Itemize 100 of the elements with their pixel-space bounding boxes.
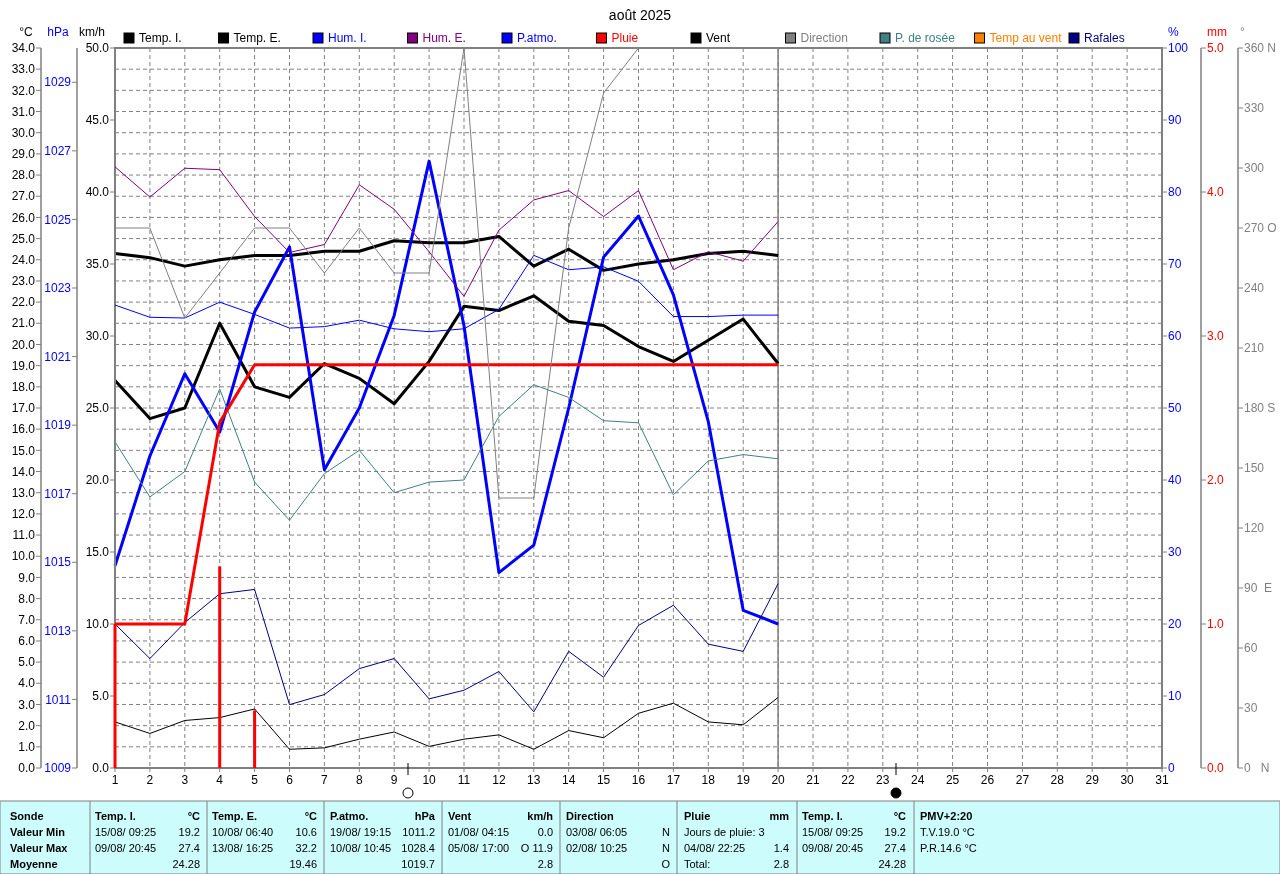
text: N [662,826,671,838]
y2-tick-label: 1019 [44,418,72,433]
x-tick-label: 3 [181,773,189,787]
y3-tick-label: 45.0 [85,113,110,128]
y3-tick-label: 0 N [1244,761,1270,776]
text: 13/08/ 16:25 [212,842,274,854]
y-tick-label: 10 [1168,689,1182,704]
text: PMV+2:20 [920,810,973,822]
y3-tick-label: 330 [1244,101,1265,116]
text: Vent [448,810,472,822]
y-tick-label: 18.0 [11,380,36,395]
y3-tick-label: 240 [1244,281,1265,296]
line-series [113,234,780,272]
text: 01/08/ 04:15 [448,826,510,838]
y3-tick-label: 90 E [1244,581,1273,596]
y3-tick-label: 270 O [1244,221,1277,236]
y2-tick-label: 1015 [44,555,72,570]
y-axis-title: °C [19,25,34,39]
x-tick-label: 15 [596,773,611,787]
text: 09/08/ 20:45 [95,842,157,854]
text: °C [304,810,318,822]
text: 04/08/ 22:25 [684,842,746,854]
x-tick-label: 27 [1015,773,1030,787]
y-tick-label: 70 [1168,257,1182,272]
y2-tick-label: 1025 [44,212,72,227]
y-axis-title: % [1168,25,1179,39]
x-tick-label: 26 [980,773,995,787]
line-series [113,294,780,421]
line-series [114,583,779,713]
text: 1019.7 [401,858,435,870]
text: °C [893,810,907,822]
y-tick-label: 100 [1168,41,1189,56]
y2-tick-label: 1023 [44,281,72,296]
text: Pluie [684,810,711,822]
y-tick-label: 32.0 [11,83,36,98]
y-tick-label: 50 [1168,401,1182,416]
y-tick-label: 22.0 [11,295,36,310]
y3-tick-label: 120 [1244,521,1265,536]
y-tick-label: 30 [1168,545,1182,560]
text: Moyenne [10,858,58,870]
x-tick-label: 6 [286,773,294,787]
y-tick-label: 31.0 [11,104,36,119]
text: 1.4 [773,842,789,854]
y-tick-label: 28.0 [11,168,36,183]
x-tick-label: 14 [562,773,576,787]
x-tick-label: 20 [771,773,786,787]
y3-tick-label: 10.0 [85,617,110,632]
text: O 11.9 [520,842,553,854]
y3-tick-label: 300 [1244,161,1265,176]
y-tick-label: 15.0 [11,443,36,458]
y-tick-label: 8.0 [18,591,36,606]
y3-tick-label: 40.0 [85,185,110,200]
line-series [114,166,779,297]
x-tick-label: 30 [1120,773,1135,787]
legend-label: Direction [800,31,848,45]
y-tick-label: 26.0 [11,210,36,225]
x-tick-label: 4 [216,773,224,787]
y2-tick-label: 0.0 [1207,761,1225,776]
y3-tick-label: 360 N [1244,41,1277,56]
text: 02/08/ 10:25 [566,842,628,854]
text: Temp. I. [802,810,843,822]
y-tick-label: 23.0 [11,274,36,289]
text: 03/08/ 06:05 [566,826,628,838]
y3-tick-label: 50.0 [85,41,110,56]
line-series [114,384,779,521]
y3-tick-label: 60 [1244,641,1258,656]
x-tick-label: 13 [527,773,541,787]
y-tick-label: 16.0 [11,422,36,437]
y2-tick-label: 1029 [44,75,72,90]
y-tick-label: 20 [1168,617,1182,632]
y2-tick-label: 2.0 [1207,473,1225,488]
y2-tick-label: 3.0 [1207,329,1225,344]
text: 1011.2 [402,826,435,838]
y3-tick-label: 25.0 [85,401,110,416]
text: Valeur Min [10,826,66,838]
y-tick-label: 9.0 [18,570,36,585]
text: 10/08/ 06:40 [212,826,274,838]
x-tick-label: 28 [1050,773,1065,787]
x-tick-label: 25 [945,773,960,787]
legend-label: Vent [706,31,731,45]
text: 2.8 [773,858,789,870]
y-tick-label: 1.0 [18,740,36,755]
x-tick-label: 16 [631,773,646,787]
y-tick-label: 19.0 [11,358,36,373]
y-tick-label: 25.0 [11,231,36,246]
x-tick-label: 8 [355,773,363,787]
text: °C [187,810,201,822]
text: 24.28 [878,858,906,870]
text: km/h [527,810,554,822]
y-tick-label: 6.0 [18,634,36,649]
text: 27.4 [884,842,906,854]
y-tick-label: 20.0 [11,337,36,352]
y-tick-label: 21.0 [11,316,36,331]
y-tick-label: 27.0 [11,189,36,204]
y3-tick-label: 150 [1244,461,1265,476]
y2-axis-title: mm [1207,25,1227,39]
text: mm [769,810,790,822]
text: T.V.19.0 °C [920,826,975,838]
x-tick-label: 23 [876,773,890,787]
text: Temp. E. [212,810,258,822]
